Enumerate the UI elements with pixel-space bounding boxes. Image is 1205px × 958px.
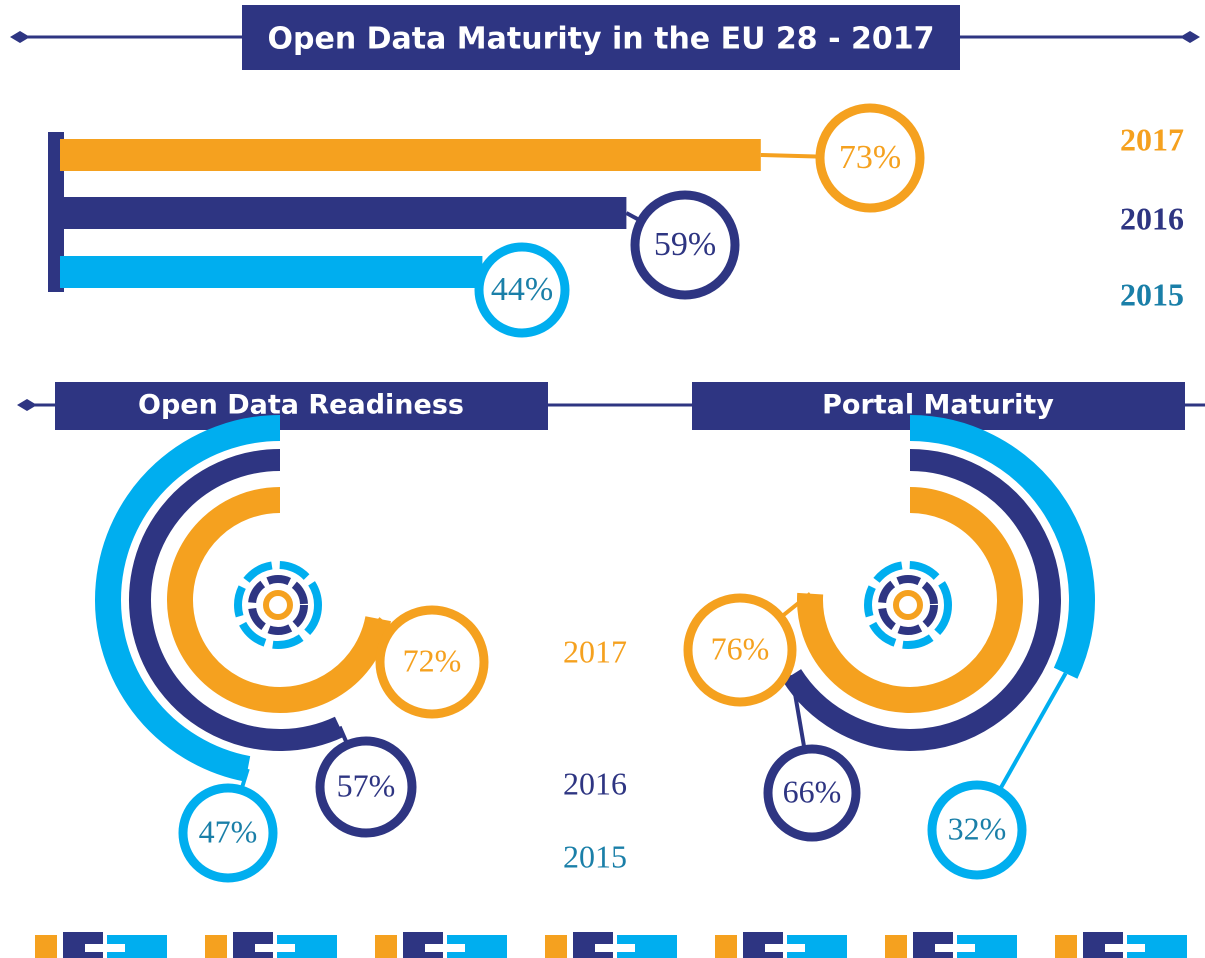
decor xyxy=(255,944,295,952)
label-ring xyxy=(763,744,861,842)
emblem xyxy=(234,561,322,649)
data-label: 76% xyxy=(711,630,770,666)
legend-label: 2016 xyxy=(1120,200,1184,236)
data-label: 66% xyxy=(783,773,842,809)
emblem xyxy=(248,575,308,635)
decor xyxy=(35,935,57,958)
bar xyxy=(60,256,483,288)
chart-title: Portal Maturity xyxy=(822,390,1054,421)
data-label: 44% xyxy=(491,271,553,308)
decor xyxy=(277,935,337,958)
decor xyxy=(545,935,567,958)
label-ring xyxy=(815,103,925,213)
emblem xyxy=(263,590,293,620)
decor xyxy=(1127,935,1187,958)
bar xyxy=(60,197,627,229)
data-label: 72% xyxy=(403,642,462,678)
decor xyxy=(1105,944,1145,952)
decor xyxy=(205,935,227,958)
legend-label: 2017 xyxy=(563,633,627,669)
decor xyxy=(765,944,805,952)
data-label: 47% xyxy=(199,813,258,849)
legend-label: 2015 xyxy=(1120,276,1184,312)
data-label: 59% xyxy=(654,226,716,263)
emblem xyxy=(864,561,952,649)
label-ring xyxy=(375,605,489,719)
decor xyxy=(617,935,677,958)
label-ring xyxy=(178,783,278,883)
data-label: 73% xyxy=(839,139,901,176)
decor xyxy=(715,935,737,958)
decor xyxy=(425,944,465,952)
data-label: 57% xyxy=(337,767,396,803)
legend-label: 2016 xyxy=(563,765,627,801)
decor xyxy=(375,935,397,958)
bottom-strip xyxy=(0,930,1205,958)
emblem xyxy=(893,590,923,620)
chart-title: Open Data Readiness xyxy=(138,390,464,421)
decor xyxy=(48,132,64,292)
radial-bar xyxy=(167,487,391,713)
radial-bar xyxy=(909,415,1095,679)
label-ring xyxy=(474,242,570,338)
chart-title: Open Data Maturity in the EU 28 - 2017 xyxy=(268,22,935,57)
label-ring xyxy=(315,736,417,838)
label-ring xyxy=(630,190,740,300)
emblem xyxy=(878,575,938,635)
legend-label: 2017 xyxy=(1120,121,1184,157)
radial-bar xyxy=(797,487,1023,713)
decor xyxy=(107,935,167,958)
radial-bar xyxy=(129,449,345,751)
decor xyxy=(935,944,975,952)
radial-bar xyxy=(782,449,1061,751)
radial-bar xyxy=(95,415,281,782)
label-ring xyxy=(683,593,797,707)
top-rule xyxy=(10,5,1200,70)
decor xyxy=(957,935,1017,958)
label-ring xyxy=(927,780,1027,880)
decor xyxy=(1055,935,1077,958)
decor xyxy=(885,935,907,958)
bar xyxy=(60,139,761,171)
legend-label: 2015 xyxy=(563,838,627,874)
decor xyxy=(595,944,635,952)
decor xyxy=(85,944,125,952)
decor xyxy=(787,935,847,958)
decor xyxy=(447,935,507,958)
data-label: 32% xyxy=(948,810,1007,846)
